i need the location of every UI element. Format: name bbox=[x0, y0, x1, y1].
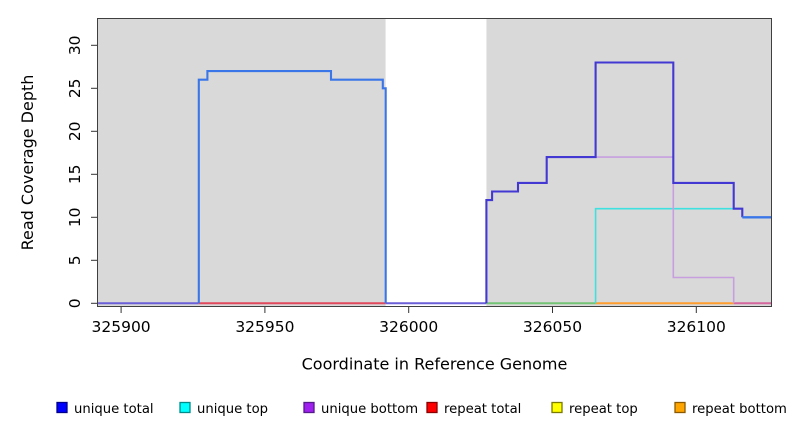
legend-item-repeat-bottom: repeat bottom bbox=[674, 401, 787, 417]
y-tick-label: 20 bbox=[66, 121, 84, 141]
panel-left-region bbox=[97, 18, 386, 307]
legend-swatch bbox=[674, 401, 686, 414]
unique-total-right-line bbox=[485, 61, 744, 304]
legend: unique total unique top unique bottom repea… bbox=[56, 401, 787, 417]
legend-item-unique-bottom: unique bottom bbox=[303, 401, 418, 417]
legend-swatch bbox=[426, 401, 438, 414]
legend-item-repeat-top: repeat top bbox=[551, 401, 638, 417]
legend-label: unique total bbox=[74, 402, 154, 417]
legend-swatch bbox=[551, 401, 563, 414]
legend-item-unique-total: unique total bbox=[56, 401, 154, 417]
legend-label: repeat top bbox=[569, 402, 638, 417]
x-tick-label: 326100 bbox=[667, 318, 726, 336]
y-tick-label: 25 bbox=[66, 78, 84, 98]
y-tick-label: 5 bbox=[66, 255, 84, 265]
y-tick-label: 30 bbox=[66, 35, 84, 55]
legend-label: unique top bbox=[197, 402, 268, 417]
legend-item-repeat-total: repeat total bbox=[426, 401, 521, 417]
y-tick-label: 0 bbox=[66, 298, 84, 308]
x-axis-title: Coordinate in Reference Genome bbox=[302, 355, 568, 374]
unique-bottom-line bbox=[594, 156, 735, 304]
x-tick-label: 326050 bbox=[523, 318, 582, 336]
y-axis-title: Read Coverage Depth bbox=[18, 75, 37, 251]
y-tick-label: 10 bbox=[66, 207, 84, 227]
series-lines bbox=[98, 61, 772, 305]
legend-label: unique bottom bbox=[321, 402, 418, 417]
uncovered-gap-band bbox=[385, 18, 487, 307]
legend-label: repeat bottom bbox=[692, 402, 787, 417]
y-tick-label: 15 bbox=[66, 164, 84, 184]
legend-swatch bbox=[303, 401, 315, 414]
panel-right-region bbox=[486, 18, 772, 307]
legend-swatch bbox=[179, 401, 191, 414]
legend-item-unique-top: unique top bbox=[179, 401, 268, 417]
y-axis: 0 5 10 15 20 25 30 bbox=[66, 35, 98, 308]
legend-label: repeat total bbox=[444, 402, 521, 417]
unique-total-left-line bbox=[197, 70, 387, 304]
x-axis: 325900 325950 326000 326050 326100 bbox=[92, 306, 726, 336]
plot-border bbox=[97, 18, 772, 307]
x-tick-label: 325950 bbox=[235, 318, 294, 336]
x-tick-label: 325900 bbox=[92, 318, 151, 336]
x-tick-label: 326000 bbox=[379, 318, 438, 336]
unique-top-line bbox=[594, 207, 737, 304]
legend-swatch bbox=[56, 401, 68, 414]
